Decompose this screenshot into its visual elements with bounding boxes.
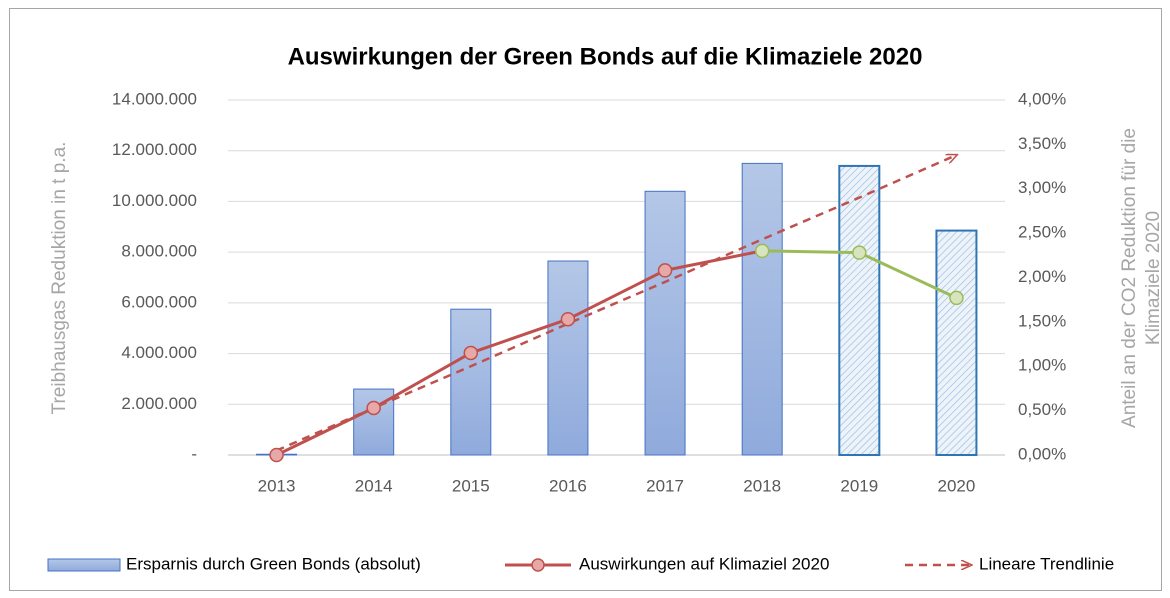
y2-tick-label: 1,50% [1018,311,1066,330]
line-marker [560,311,576,327]
line-marker [852,245,867,260]
x-tick-label: 2020 [938,476,976,495]
line-marker [269,447,284,463]
y-tick-label: 8.000.000 [121,242,197,261]
y2-tick-label: 3,50% [1018,134,1066,153]
line-segment [275,406,375,457]
legend-label: Auswirkungen auf Klimaziel 2020 [579,554,829,573]
y2-tick-label: 1,00% [1018,356,1066,375]
y2-tick-label: 3,00% [1018,178,1066,197]
y-tick-label: 10.000.000 [112,191,197,210]
line-marker [657,263,673,278]
bar [935,229,978,456]
y-tick-label: 2.000.000 [121,394,197,413]
chart-title: Auswirkungen der Green Bonds auf die Kli… [288,43,923,70]
line-marker [949,290,964,306]
y2-axis-title: Anteil an der CO2 Reduktion für die [1119,128,1140,428]
y-tick-label: 14.000.000 [112,89,197,108]
x-tick-label: 2013 [258,476,296,495]
line-segment [762,249,860,255]
y2-tick-label: 4,00% [1018,89,1066,108]
y2-tick-label: 2,50% [1018,223,1066,242]
bar [547,260,589,456]
y2-tick-label: 0,50% [1018,400,1066,419]
y2-axis-title: Klimaziele 2020 [1143,211,1164,345]
line-marker [463,345,479,361]
y-tick-label: 12.000.000 [112,140,197,159]
bar [644,190,686,456]
y2-tick-label: 2,00% [1018,267,1066,286]
y-tick-label: 4.000.000 [121,343,197,362]
bar [838,164,881,457]
y-tick-label: - [191,444,197,463]
x-tick-label: 2017 [646,476,684,495]
y-tick-label: 6.000.000 [121,292,197,311]
bar [741,162,783,456]
line-marker [754,243,770,259]
line-segment [858,251,958,300]
legend-swatch [531,558,545,572]
x-tick-label: 2016 [549,476,587,495]
bar [450,308,492,456]
line-segment [470,317,569,355]
x-tick-label: 2018 [743,476,781,495]
x-tick-label: 2014 [355,476,393,495]
y-axis-title: Treibhausgas Reduktion in t p.a. [49,142,70,415]
legend-label: Lineare Trendlinie [979,554,1114,573]
line-segment [372,351,472,410]
line-segment [567,269,666,321]
legend-label: Ersparnis durch Green Bonds (absolut) [126,554,421,573]
legend-swatch [47,558,121,572]
y2-tick-label: 0,00% [1018,444,1066,463]
line-marker [366,400,381,416]
x-tick-label: 2015 [452,476,490,495]
x-tick-label: 2019 [840,476,878,495]
trend-line [276,155,957,452]
line-segment [664,249,763,272]
